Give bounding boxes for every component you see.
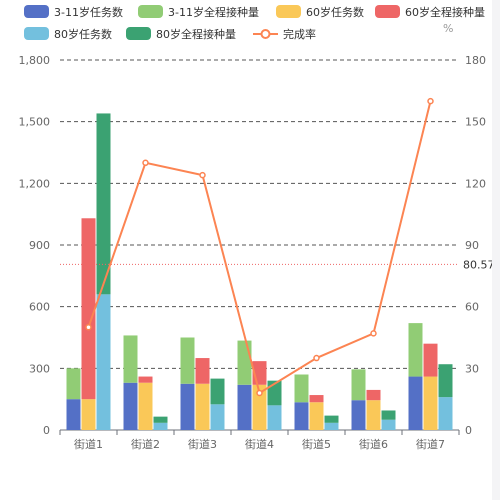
y2-axis-tick-label: 150 — [465, 116, 486, 129]
legend-label[interactable]: 完成率 — [283, 27, 316, 41]
x-axis-tick-label: 街道1 — [74, 437, 103, 451]
y-axis-tick-label: 1,200 — [19, 177, 51, 190]
y-axis-tick-label: 300 — [29, 362, 50, 375]
x-axis-tick-label: 街道4 — [245, 437, 274, 451]
bar[interactable] — [423, 376, 438, 430]
bar[interactable] — [123, 335, 138, 383]
x-axis-tick-label: 街道3 — [188, 437, 217, 451]
bar[interactable] — [237, 384, 252, 430]
line-point[interactable] — [142, 159, 149, 167]
bar[interactable] — [195, 358, 210, 384]
legend-swatch[interactable] — [276, 5, 301, 18]
bar[interactable] — [309, 402, 324, 430]
y2-axis-tick-label: 60 — [465, 301, 479, 314]
bar[interactable] — [366, 400, 381, 430]
legend-label[interactable]: 60岁任务数 — [306, 5, 364, 19]
line-point[interactable] — [85, 323, 92, 331]
bar[interactable] — [138, 382, 153, 430]
x-axis-tick-label: 街道2 — [131, 437, 160, 451]
bar[interactable] — [66, 368, 81, 400]
bar[interactable] — [180, 383, 195, 430]
bar[interactable] — [210, 378, 225, 405]
bar[interactable] — [180, 337, 195, 384]
bar[interactable] — [324, 415, 339, 423]
y-axis-tick-label: 900 — [29, 239, 50, 252]
legend-swatch-marker[interactable] — [260, 29, 271, 39]
bar[interactable] — [252, 384, 267, 430]
bar[interactable] — [366, 389, 381, 401]
y2-axis-tick-label: 120 — [465, 177, 486, 190]
legend-label[interactable]: 80岁全程接种量 — [156, 27, 236, 41]
y2-axis-tick-label: 180 — [465, 54, 486, 67]
legend-label[interactable]: 3-11岁任务数 — [54, 5, 123, 19]
y2-axis-tick-label: 30 — [465, 362, 479, 375]
bar[interactable] — [408, 376, 423, 430]
bar[interactable] — [423, 343, 438, 377]
y2-axis-tick-label: 90 — [465, 239, 479, 252]
bar[interactable] — [237, 340, 252, 385]
line-point[interactable] — [256, 389, 263, 397]
bar[interactable] — [153, 416, 168, 423]
y-axis-tick-label: 1,500 — [19, 116, 51, 129]
bar[interactable] — [81, 399, 96, 430]
legend-swatch[interactable] — [375, 5, 400, 18]
legend-swatch[interactable] — [24, 5, 49, 18]
y2-axis-tick-label: 0 — [465, 424, 472, 437]
legend-swatch[interactable] — [138, 5, 163, 18]
legend-label[interactable]: 60岁全程接种量 — [405, 5, 485, 19]
mark-line-label: 80.57 — [463, 258, 492, 271]
bar[interactable] — [153, 422, 168, 430]
bar[interactable] — [351, 400, 366, 430]
line-point[interactable] — [370, 330, 377, 337]
y-axis-tick-label: 1,800 — [19, 54, 51, 67]
bar[interactable] — [138, 376, 153, 383]
y-axis-tick-label: 600 — [29, 301, 50, 314]
bar[interactable] — [438, 364, 453, 398]
bar[interactable] — [210, 404, 225, 430]
line-point[interactable] — [313, 354, 320, 362]
bar[interactable] — [381, 410, 396, 420]
bar[interactable] — [294, 402, 309, 430]
bar[interactable] — [438, 397, 453, 430]
x-axis-tick-label: 街道6 — [359, 437, 388, 451]
bar[interactable] — [294, 374, 309, 403]
x-axis-tick-label: 街道7 — [416, 437, 445, 451]
legend-swatch[interactable] — [24, 27, 49, 40]
bar[interactable] — [123, 382, 138, 430]
line-point[interactable] — [199, 171, 206, 179]
bar[interactable] — [81, 218, 96, 400]
bar[interactable] — [96, 113, 111, 295]
bar[interactable] — [408, 323, 423, 377]
line-point[interactable] — [427, 97, 434, 105]
line-series-completion-rate — [87, 100, 432, 395]
bar[interactable] — [195, 383, 210, 430]
y-axis-tick-label: 0 — [43, 424, 50, 437]
legend-label[interactable]: 3-11岁全程接种量 — [168, 5, 259, 19]
bar[interactable] — [66, 399, 81, 430]
bar[interactable] — [267, 405, 282, 430]
bar[interactable] — [324, 422, 339, 430]
legend-label[interactable]: 80岁任务数 — [54, 27, 112, 41]
bar[interactable] — [309, 395, 324, 403]
x-axis-tick-label: 街道5 — [302, 437, 331, 451]
bar[interactable] — [351, 369, 366, 401]
bar[interactable] — [96, 294, 111, 430]
legend-swatch[interactable] — [126, 27, 151, 40]
bar[interactable] — [381, 419, 396, 430]
y2-axis-unit: % — [443, 22, 453, 35]
